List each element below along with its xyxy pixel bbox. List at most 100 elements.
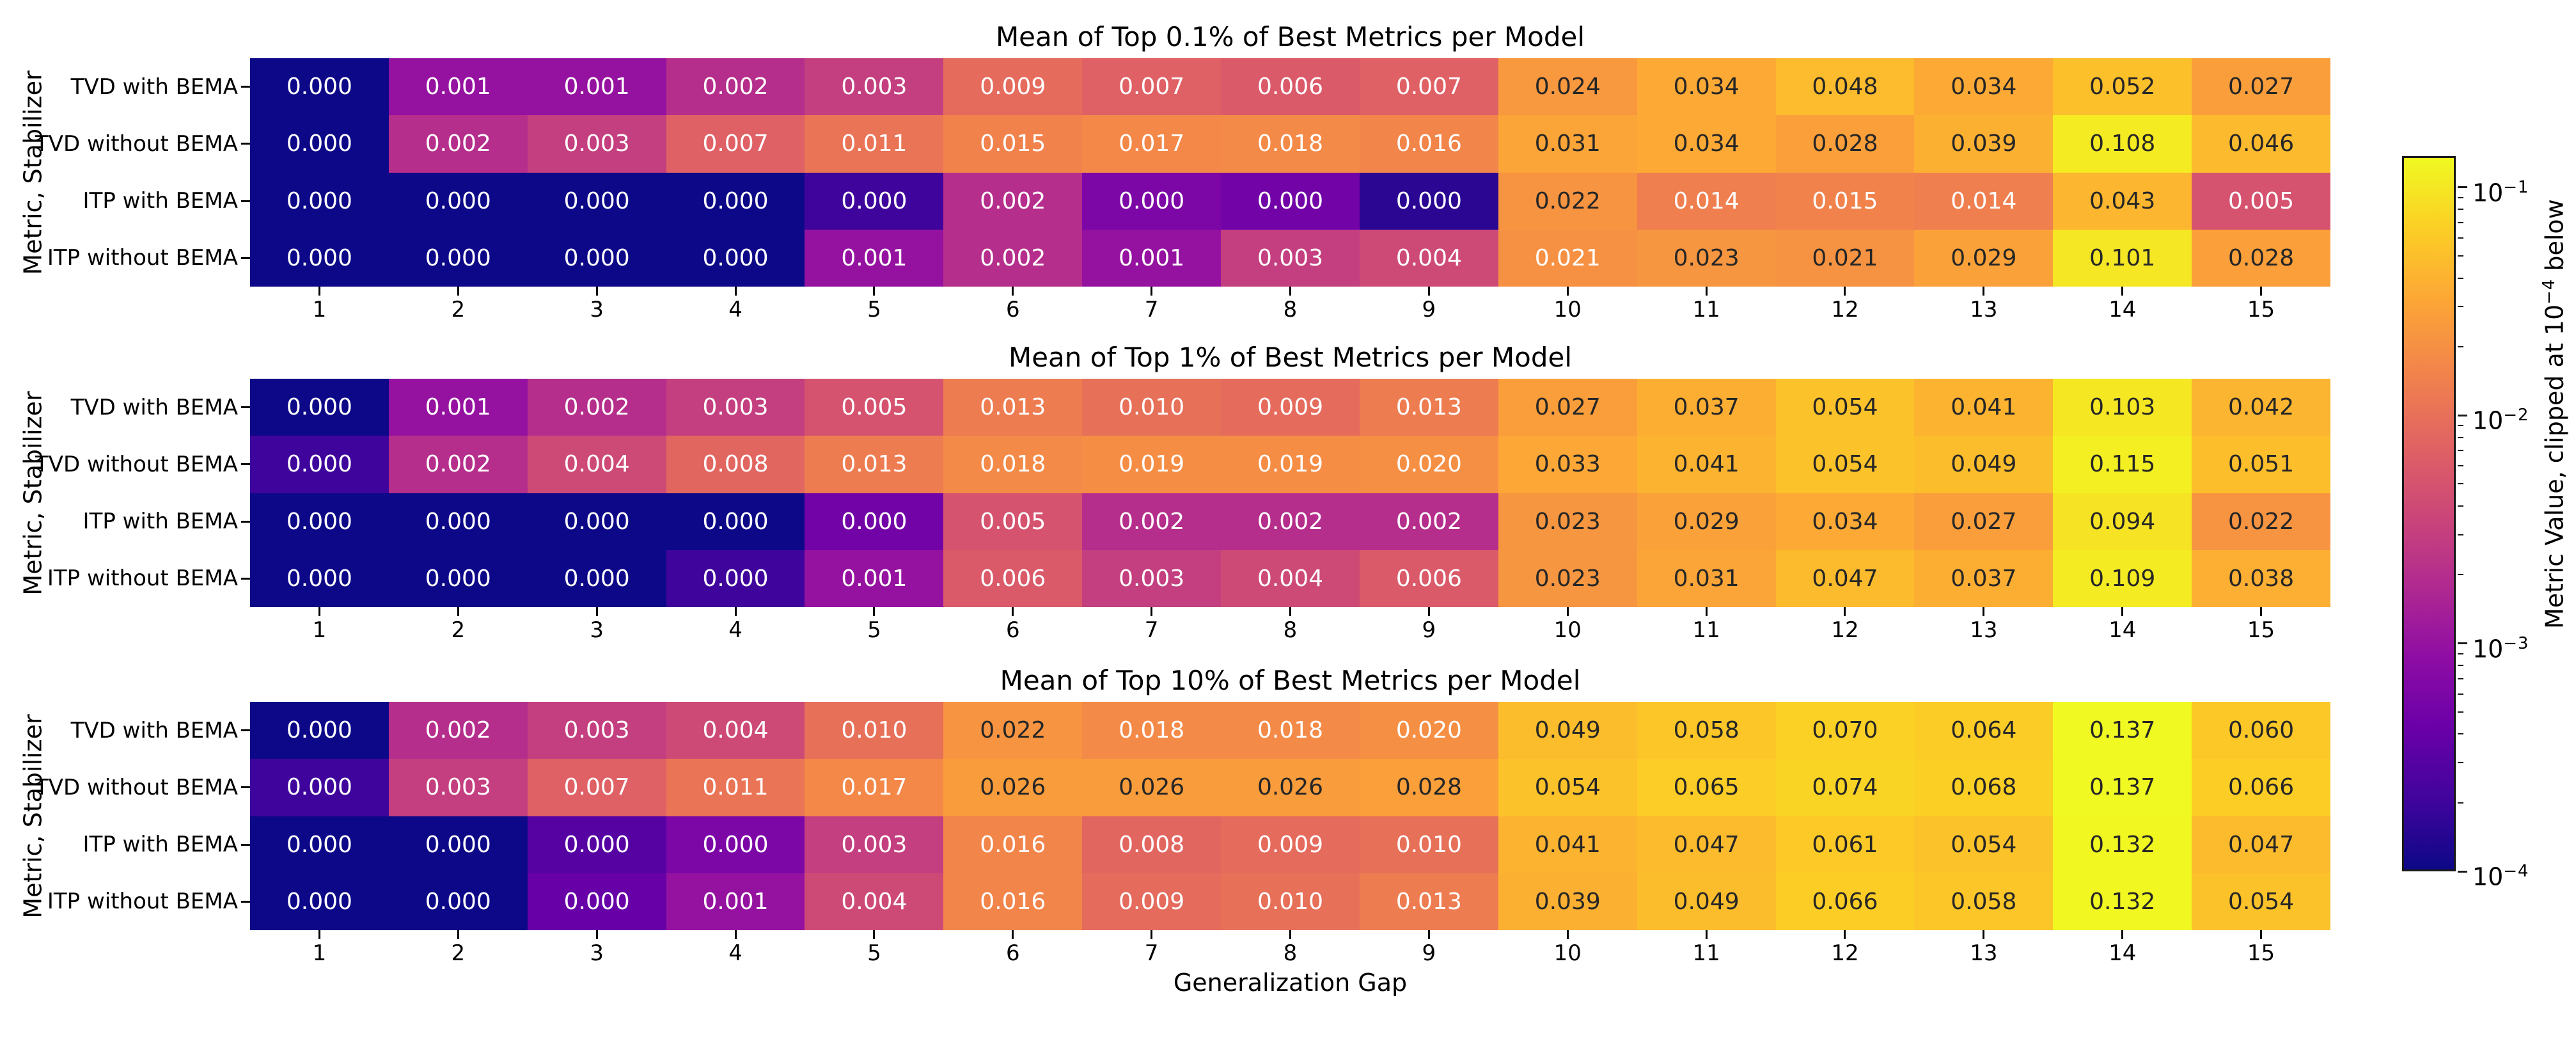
- x-tick-label: 14: [2109, 297, 2137, 322]
- colorbar-minor-tick: [2458, 465, 2463, 467]
- x-tick-mark: [1427, 607, 1430, 616]
- heatmap-cell: 0.037: [1637, 379, 1776, 436]
- x-tick-label: 2: [451, 297, 466, 322]
- heatmap-cell: 0.009: [1221, 816, 1360, 873]
- heatmap-cell: 0.010: [805, 702, 944, 759]
- x-tick-label: 11: [1692, 617, 1720, 643]
- colorbar-minor-tick: [2458, 534, 2463, 535]
- heatmap-cell: 0.010: [1082, 379, 1221, 436]
- heatmap-cell: 0.049: [1637, 873, 1776, 930]
- heatmap-cell: 0.034: [1775, 493, 1915, 550]
- heatmap-cell: 0.013: [805, 436, 944, 493]
- heatmap-cell: 0.024: [1498, 58, 1637, 116]
- row-label: ITP without BEMA: [47, 889, 238, 915]
- heatmap-cell: 0.007: [527, 759, 666, 816]
- heatmap-cell: 0.009: [1082, 873, 1221, 930]
- heatmap-cell: 0.000: [666, 550, 805, 607]
- colorbar-tick-label: 10−1: [2472, 177, 2529, 207]
- x-tick-label: 5: [867, 940, 881, 966]
- heatmap-cell: 0.003: [666, 379, 805, 436]
- colorbar-major-tick: [2458, 870, 2467, 873]
- colorbar-major-tick: [2458, 186, 2467, 189]
- heatmap-cell: 0.015: [1775, 172, 1915, 230]
- heatmap-cell: 0.028: [1359, 759, 1498, 816]
- heatmap-cell: 0.002: [1359, 493, 1498, 550]
- heatmap-cell: 0.001: [388, 58, 528, 116]
- heatmap-cell: 0.061: [1775, 816, 1915, 873]
- heatmap-cell: 0.009: [943, 58, 1083, 116]
- heatmap-cell: 0.074: [1775, 759, 1915, 816]
- heatmap-cell: 0.006: [943, 550, 1083, 607]
- row-label: TVD with BEMA: [70, 717, 238, 743]
- heatmap-cell: 0.020: [1359, 702, 1498, 759]
- row-label: ITP with BEMA: [82, 832, 238, 858]
- x-tick-mark: [734, 930, 737, 939]
- heatmap-cell: 0.000: [805, 172, 944, 230]
- heatmap-cell: 0.031: [1498, 115, 1637, 173]
- heatmap-cell: 0.000: [250, 379, 389, 436]
- heatmap-cell: 0.007: [1082, 58, 1221, 116]
- heatmap-cell: 0.026: [1082, 759, 1221, 816]
- heatmap-cell: 0.000: [250, 436, 389, 493]
- y-tick-mark: [241, 900, 250, 903]
- heatmap-cell: 0.041: [1637, 436, 1776, 493]
- heatmap-cell: 0.047: [1637, 816, 1776, 873]
- colorbar-gradient: [2402, 156, 2456, 871]
- colorbar-label-text: Metric Value, clipped at 10: [2540, 304, 2569, 629]
- heatmap-cell: 0.001: [666, 873, 805, 930]
- colorbar-minor-tick: [2458, 761, 2463, 763]
- heatmap-cell: 0.000: [527, 172, 666, 230]
- heatmap-panel-2: Mean of Top 10% of Best Metrics per Mode…: [0, 665, 2576, 966]
- heatmap-cell: 0.000: [666, 172, 805, 230]
- heatmap-cell: 0.028: [2192, 229, 2330, 287]
- x-tick-mark: [2260, 930, 2263, 939]
- heatmap-cell: 0.000: [805, 493, 944, 550]
- x-tick-mark: [1844, 287, 1846, 296]
- x-tick-mark: [1289, 287, 1291, 296]
- heatmap-cell: 0.002: [1221, 493, 1360, 550]
- x-tick-mark: [2260, 607, 2263, 616]
- x-tick-label: 14: [2109, 617, 2137, 643]
- row-label: ITP with BEMA: [82, 188, 238, 214]
- heatmap-cell: 0.022: [2192, 493, 2330, 550]
- x-tick-mark: [1983, 930, 1985, 939]
- heatmap-cell: 0.011: [805, 115, 944, 173]
- colorbar-minor-tick: [2458, 483, 2463, 485]
- heatmap-cell: 0.016: [943, 816, 1083, 873]
- y-tick-mark: [241, 143, 250, 145]
- heatmap-cell: 0.027: [1914, 493, 2054, 550]
- heatmap-cell: 0.068: [1914, 759, 2054, 816]
- x-tick-mark: [1289, 607, 1291, 616]
- heatmap-cell: 0.001: [805, 550, 944, 607]
- heatmap-cell: 0.060: [2192, 702, 2330, 759]
- colorbar-label-text: below: [2540, 199, 2569, 279]
- heatmap-cell: 0.039: [1914, 115, 2054, 173]
- x-tick-mark: [457, 607, 459, 616]
- heatmap-cell: 0.054: [1914, 816, 2054, 873]
- x-tick-mark: [318, 930, 320, 939]
- x-tick-mark: [1427, 930, 1430, 939]
- row-label: ITP without BEMA: [47, 245, 238, 271]
- x-tick-mark: [457, 930, 459, 939]
- colorbar-minor-tick: [2458, 345, 2463, 347]
- x-axis-label: Generalization Gap: [1173, 969, 1408, 997]
- heatmap-cell: 0.052: [2053, 58, 2192, 116]
- heatmap-cell: 0.031: [1637, 550, 1776, 607]
- colorbar-major-tick: [2458, 414, 2467, 416]
- x-tick-mark: [873, 287, 876, 296]
- heatmap-cell: 0.000: [388, 229, 528, 287]
- heatmap-cell: 0.054: [2192, 873, 2330, 930]
- x-tick-mark: [1012, 287, 1014, 296]
- row-label: TVD without BEMA: [35, 451, 238, 477]
- x-tick-label: 11: [1692, 297, 1720, 322]
- heatmap-cell: 0.000: [250, 702, 389, 759]
- heatmap-cell: 0.058: [1914, 873, 2054, 930]
- heatmap-panel-1: Mean of Top 1% of Best Metrics per Model…: [0, 342, 2576, 643]
- x-tick-label: 13: [1970, 940, 1998, 966]
- x-tick-label: 12: [1831, 297, 1859, 322]
- heatmap-cell: 0.004: [666, 702, 805, 759]
- heatmap-cell: 0.066: [1775, 873, 1915, 930]
- heatmap-cell: 0.058: [1637, 702, 1776, 759]
- x-tick-mark: [1566, 287, 1569, 296]
- row-label: TVD without BEMA: [35, 774, 238, 800]
